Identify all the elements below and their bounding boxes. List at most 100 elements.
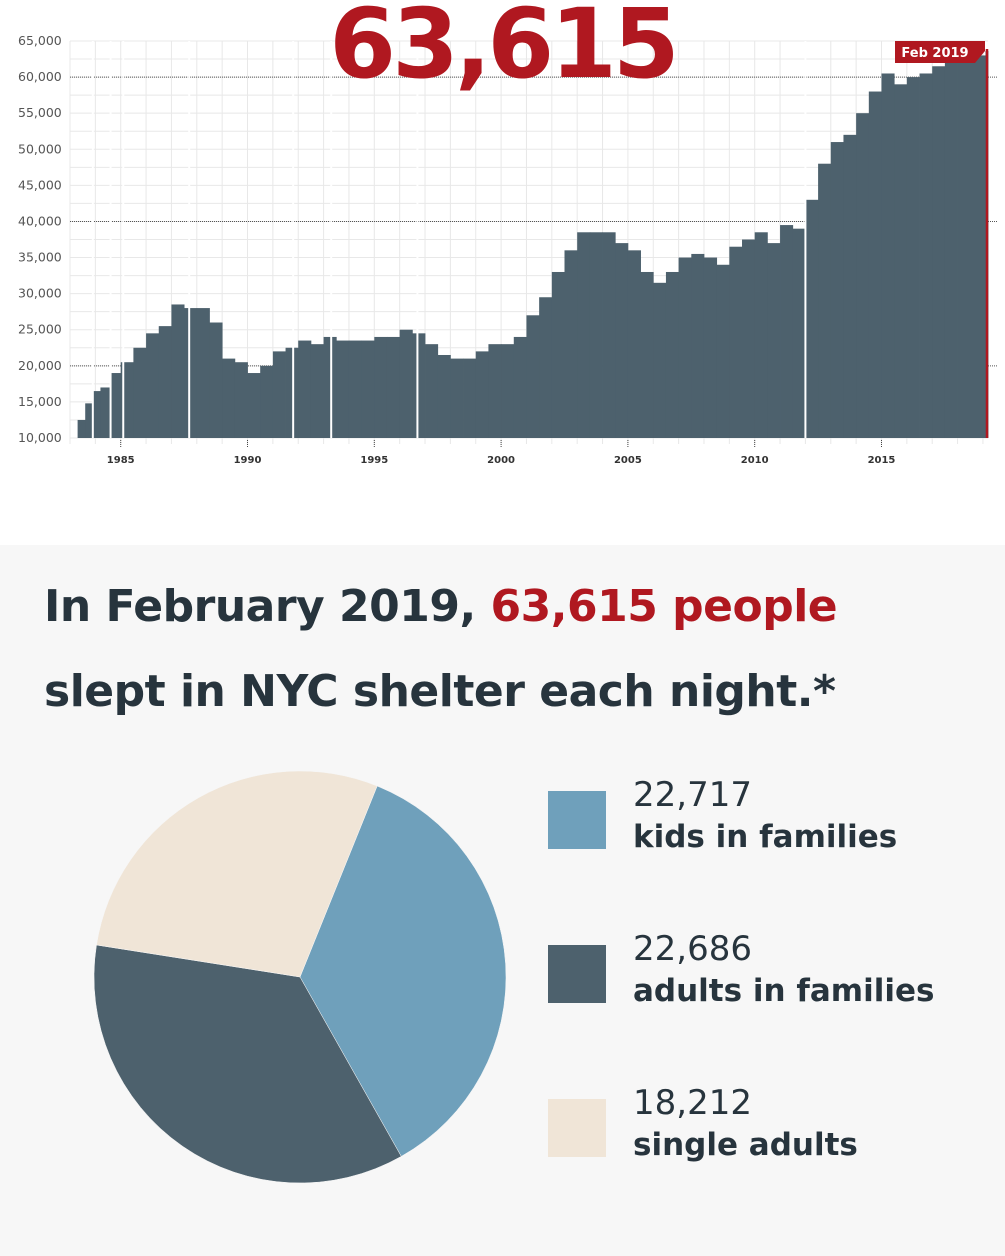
bar [310,344,324,438]
legend-swatch [548,945,606,1003]
y-tick-label: 25,000 [18,322,62,337]
bar [640,271,654,438]
pie-slice [96,770,378,978]
bar [665,271,680,438]
y-tick-label: 65,000 [18,33,62,48]
bar [526,315,540,438]
x-tick-label: 2000 [487,455,515,466]
bar [856,113,870,438]
bar [564,250,578,438]
bar [196,308,210,438]
bar [551,271,565,438]
bar [843,134,857,438]
x-tick-label: 1985 [107,455,135,466]
bar [729,246,743,438]
bar [627,250,641,438]
x-tick-label: 2005 [614,455,642,466]
y-tick-label: 15,000 [18,394,62,409]
bar [703,257,718,438]
y-tick-label: 50,000 [18,141,62,156]
bar [653,282,667,438]
y-tick-label: 45,000 [18,177,62,192]
bar [805,199,819,438]
pie-slice [93,944,402,1184]
x-tick-label: 2010 [741,455,769,466]
headline-line-2: slept in NYC shelter each night.* [44,666,836,717]
bar [158,326,172,438]
bar [425,344,439,438]
y-tick-label: 10,000 [18,430,62,445]
legend-label: adults in families [633,973,935,1009]
bar [361,340,375,438]
bar [323,336,337,438]
bar [792,228,806,438]
bar [298,340,312,438]
bar [348,340,363,438]
bar [386,336,401,438]
legend-value: 18,212 [633,1083,752,1123]
bar [957,59,971,438]
bar [678,257,692,438]
bar [577,232,591,438]
bar [501,344,515,438]
bar [716,264,730,438]
bar [932,66,946,438]
pie-slice [299,785,507,1157]
bar [437,354,451,438]
bar [742,239,756,438]
bar [475,351,489,438]
bar [881,73,895,439]
legend-value: 22,686 [633,929,752,969]
bar [85,403,94,438]
bar [780,225,794,438]
headline-highlight: 63,615 people [490,581,838,632]
bar [463,358,477,438]
pie-chart [93,770,507,1184]
legend-swatch [548,1099,606,1157]
bar [513,336,527,438]
bar [272,351,286,438]
bar [336,340,350,438]
bar [110,373,122,438]
x-tick-label: 1990 [234,455,262,466]
legend-label: single adults [633,1127,858,1163]
bar [100,387,111,438]
summary-section: In February 2019, 63,615 people slept in… [0,545,1005,1256]
y-tick-label: 40,000 [18,213,62,228]
legend-swatch [548,791,606,849]
end-label: Feb 2019 [901,46,968,61]
bar [919,73,933,439]
bar [412,333,426,438]
bar [602,232,616,438]
bar [589,232,603,438]
bar-chart: 10,000 15,000 20,000 25,000 30,000 35,000 40,0… [18,33,998,466]
bar [944,62,958,439]
y-tick-label: 60,000 [18,69,62,84]
bar [133,347,147,438]
bar [767,243,781,438]
bar [970,55,986,438]
bar [830,142,844,438]
bar [488,344,502,438]
bar [450,358,464,438]
bar [171,304,185,438]
legend-label: kids in families [633,819,898,855]
bar [260,365,274,438]
legend-value: 22,717 [633,775,752,815]
bar [615,243,629,438]
bar [894,84,908,439]
bar [247,373,261,438]
bar [868,91,882,438]
bar [818,163,832,438]
shelter-population-chart: 10,000 15,000 20,000 25,000 30,000 35,000 40,0… [0,0,1005,480]
bar [539,297,553,438]
bar [374,336,388,438]
y-tick-label: 30,000 [18,286,62,301]
bar [234,362,248,438]
bar [906,77,920,438]
y-tick-label: 20,000 [18,358,62,373]
bar [691,253,705,438]
x-tick-label: 1995 [360,455,388,466]
y-tick-label: 55,000 [18,105,62,120]
headline-text: In February 2019, [44,581,491,632]
